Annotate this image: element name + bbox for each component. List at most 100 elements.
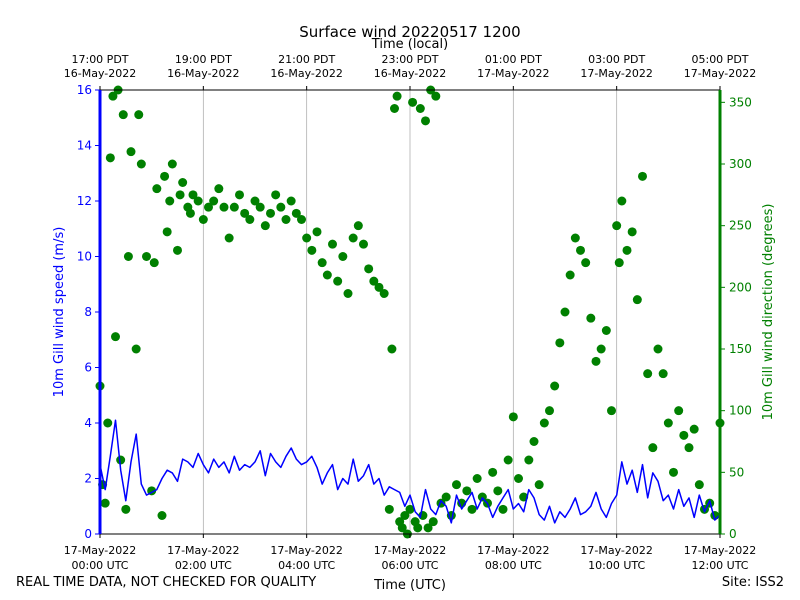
direction-point [390, 104, 399, 113]
top-tick-time: 23:00 PDT [381, 53, 438, 66]
direction-point [142, 252, 151, 261]
direction-point [178, 178, 188, 187]
direction-point [418, 511, 428, 520]
x-tick-time: 06:00 UTC [381, 559, 438, 572]
direction-point [601, 326, 611, 335]
direction-point [255, 202, 265, 212]
direction-point [648, 443, 658, 453]
direction-point [136, 159, 146, 169]
direction-point [281, 215, 291, 224]
x-tick-date: 17-May-2022 [477, 544, 549, 557]
direction-point [333, 276, 343, 286]
direction-point [689, 424, 699, 434]
direction-point [175, 190, 185, 200]
direction-point [121, 504, 131, 514]
direction-point [539, 418, 549, 428]
x-tick-time: 10:00 UTC [588, 559, 645, 572]
direction-point [669, 467, 678, 477]
speed-line [99, 419, 721, 524]
direction-point [307, 245, 317, 255]
vertical-grid [202, 90, 618, 534]
x-tick-date: 17-May-2022 [374, 544, 446, 557]
direction-point [387, 344, 397, 354]
top-tick-time: 05:00 PDT [691, 53, 748, 66]
x-tick-date: 17-May-2022 [684, 544, 756, 557]
right-tick-label: 350 [729, 95, 752, 109]
x-tick-time: 02:00 UTC [175, 559, 232, 572]
right-tick-label: 0 [729, 527, 737, 541]
direction-point [167, 159, 177, 169]
top-tick-date: 16-May-2022 [374, 67, 446, 80]
speed-line-layer [99, 419, 721, 524]
top-tick-date: 16-May-2022 [167, 67, 239, 80]
x-tick-date: 17-May-2022 [64, 544, 136, 557]
top-tick-time: 17:00 PDT [71, 53, 128, 66]
direction-point [317, 258, 327, 268]
top-axis-label: Time (local) [371, 37, 448, 52]
left-tick-label: 6 [84, 361, 92, 375]
direction-point [245, 215, 255, 224]
right-tick-label: 250 [729, 219, 752, 233]
direction-point [224, 233, 234, 243]
direction-point [291, 208, 301, 218]
direction-point [477, 492, 487, 502]
direction-point [591, 356, 601, 366]
direction-point [632, 295, 642, 305]
top-tick-date: 16-May-2022 [64, 67, 136, 80]
direction-point [555, 338, 565, 348]
direction-point [198, 215, 208, 224]
direction-point [514, 474, 523, 483]
direction-point [173, 245, 182, 255]
direction-point [462, 486, 472, 496]
direction-point [421, 116, 430, 126]
direction-point [392, 91, 402, 101]
direction-point [302, 233, 312, 243]
left-tick-label: 14 [77, 139, 92, 153]
direction-point [328, 239, 337, 249]
direction-point [493, 486, 503, 496]
direction-point [343, 289, 353, 298]
x-axis-label: Time (UTC) [373, 578, 446, 593]
direction-point [565, 270, 575, 280]
direction-point [400, 511, 410, 520]
left-tick-label: 12 [77, 194, 92, 208]
direction-point [379, 289, 389, 298]
direction-point [397, 523, 407, 533]
top-tick-date: 16-May-2022 [270, 67, 342, 80]
direction-point [369, 276, 379, 286]
top-tick-date: 17-May-2022 [580, 67, 652, 80]
direction-point [627, 227, 637, 237]
direction-point [108, 91, 118, 101]
top-tick-date: 17-May-2022 [684, 67, 756, 80]
direction-point [431, 91, 441, 101]
x-tick-time: 08:00 UTC [485, 559, 542, 572]
direction-point [149, 258, 159, 268]
direction-point [266, 208, 275, 218]
direction-point [638, 171, 647, 181]
direction-point [250, 196, 260, 206]
direction-point [157, 511, 167, 520]
direction-point [353, 221, 363, 231]
direction-point [550, 381, 560, 391]
direction-point [384, 504, 394, 514]
direction-point [235, 190, 244, 200]
chart-title: Surface wind 20220517 1200 [299, 23, 520, 41]
top-tick-time: 19:00 PDT [175, 53, 232, 66]
direction-point [131, 344, 141, 354]
direction-point [503, 455, 513, 465]
left-axis-label: 10m Gill wind speed (m/s) [52, 227, 67, 398]
direction-point [467, 504, 477, 514]
direction-point [111, 332, 120, 342]
right-tick-label: 50 [729, 465, 744, 479]
direction-point [160, 171, 170, 181]
left-tick-label: 0 [84, 527, 92, 541]
direction-point [684, 443, 694, 453]
direction-point [123, 252, 133, 261]
right-axis-label: 10m Gill wind direction (degrees) [761, 204, 776, 421]
direction-point [653, 344, 663, 354]
direction-point [612, 221, 622, 231]
direction-point [359, 239, 368, 249]
top-tick-time: 21:00 PDT [278, 53, 335, 66]
direction-point [560, 307, 570, 317]
